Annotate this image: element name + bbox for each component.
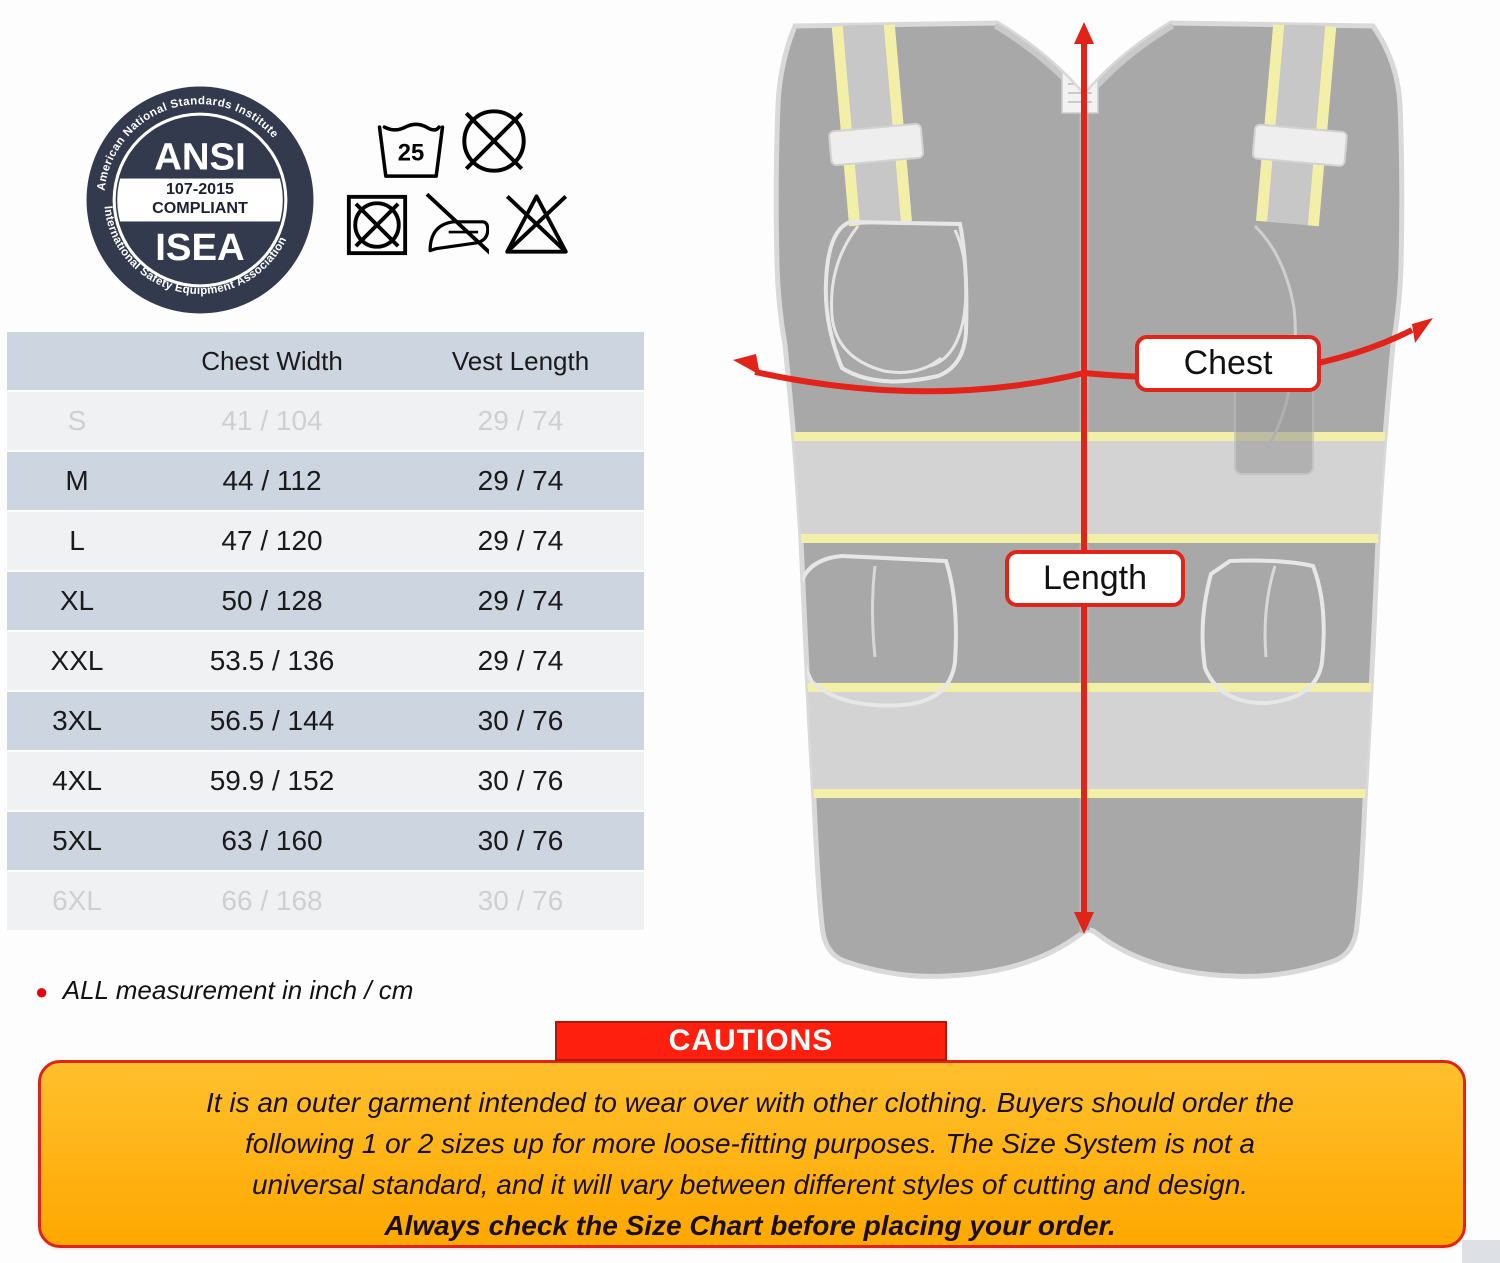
svg-text:Chest: Chest xyxy=(1184,344,1273,382)
svg-text:107-2015: 107-2015 xyxy=(166,180,234,198)
svg-text:ANSI: ANSI xyxy=(154,135,246,178)
svg-text:COMPLIANT: COMPLIANT xyxy=(152,199,248,217)
svg-text:25: 25 xyxy=(398,140,424,167)
svg-text:ISEA: ISEA xyxy=(155,226,244,269)
svg-text:Length: Length xyxy=(1043,559,1147,597)
